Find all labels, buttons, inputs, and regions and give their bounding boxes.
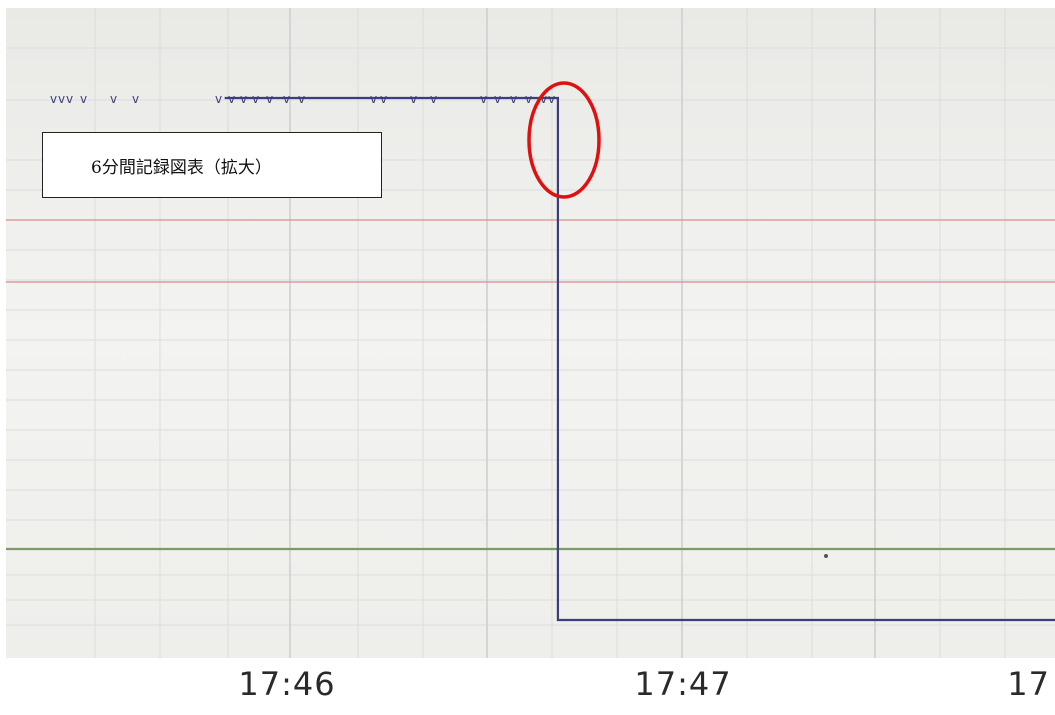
signal-noise-mark: v	[58, 92, 65, 106]
highlight-ellipse	[527, 81, 601, 199]
signal-noise-mark: v	[494, 92, 501, 106]
signal-noise-mark: v	[298, 92, 305, 106]
signal-noise-mark: v	[480, 92, 487, 106]
x-tick-labels: 17:46 17:47 17	[238, 665, 1050, 703]
x-tick-label: 17:46	[238, 665, 335, 703]
data-marker	[824, 554, 828, 558]
signal-noise-mark: v	[66, 92, 73, 106]
signal-noise-mark: v	[410, 92, 417, 106]
x-tick-label: 17	[1007, 665, 1050, 703]
signal-noise-mark: v	[228, 92, 235, 106]
signal-noise-mark: v	[215, 92, 222, 106]
signal-noise-mark: v	[80, 92, 87, 106]
signal-noise-mark: v	[525, 92, 532, 106]
signal-noise-mark: v	[548, 92, 555, 106]
annotation-box: 6分間記録図表（拡大）	[42, 132, 382, 198]
signal-noise-mark: v	[370, 92, 377, 106]
signal-noise-mark: v	[266, 92, 273, 106]
signal-noise-mark: v	[50, 92, 57, 106]
signal-line	[224, 96, 1055, 622]
signal-noise-mark: v	[110, 92, 117, 106]
signal-noise-mark: v	[283, 92, 290, 106]
signal-noise-mark: v	[252, 92, 259, 106]
annotation-text: 6分間記録図表（拡大）	[91, 157, 272, 178]
signal-noise-mark: v	[430, 92, 437, 106]
signal-noise-mark: v	[540, 92, 547, 106]
x-tick-label: 17:47	[634, 665, 731, 703]
reference-lines	[6, 219, 1055, 551]
signal-noise-mark: v	[380, 92, 387, 106]
signal-noise-mark: v	[240, 92, 247, 106]
signal-noise-mark: v	[510, 92, 517, 106]
signal-noise-mark: v	[132, 92, 139, 106]
